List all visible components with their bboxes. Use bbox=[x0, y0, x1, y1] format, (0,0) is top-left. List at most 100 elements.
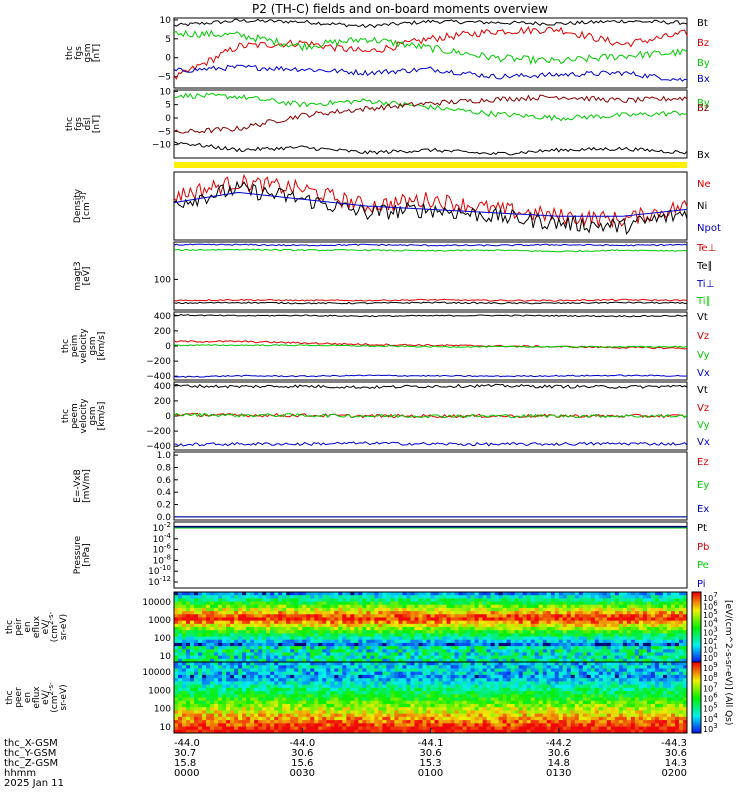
spectrogram-cell bbox=[570, 607, 576, 612]
spectrogram-cell bbox=[298, 620, 303, 625]
spectrogram-cell bbox=[554, 633, 560, 637]
spectrogram-cell bbox=[354, 627, 359, 631]
spectrogram-cell bbox=[210, 668, 215, 673]
spectrogram-cell bbox=[254, 633, 259, 637]
spectrogram-cell bbox=[190, 646, 195, 650]
spectrogram-cell bbox=[514, 598, 520, 602]
spectrogram-cell bbox=[198, 592, 203, 596]
spectrogram-cell bbox=[370, 604, 375, 609]
spectrogram-cell bbox=[622, 649, 628, 653]
spectrogram-cell bbox=[554, 649, 560, 653]
spectrogram-cell bbox=[582, 639, 588, 644]
spectrogram-cell bbox=[578, 601, 584, 606]
spectrogram-cell bbox=[682, 614, 688, 618]
spectrogram-cell bbox=[530, 652, 536, 657]
spectrogram-cell bbox=[398, 662, 403, 666]
spectrogram-cell bbox=[454, 607, 459, 612]
spectrogram-cell bbox=[246, 642, 251, 647]
spectrogram-cell bbox=[346, 703, 351, 708]
spectrogram-cell bbox=[534, 620, 540, 625]
spectrogram-cell bbox=[646, 658, 652, 663]
spectrogram-cell bbox=[390, 607, 395, 612]
spectrogram-cell bbox=[206, 595, 211, 599]
spectrogram-cell bbox=[346, 671, 351, 676]
spectrogram-cell bbox=[474, 697, 479, 702]
spectrogram-cell bbox=[310, 611, 315, 615]
spectrogram-cell bbox=[338, 668, 343, 673]
spectrogram-cell bbox=[562, 639, 568, 644]
spectrogram-cell bbox=[490, 713, 496, 718]
spectrogram-cell bbox=[222, 658, 227, 663]
spectrogram-cell bbox=[414, 623, 419, 628]
spectrogram-cell bbox=[250, 630, 255, 634]
spectrogram-cell bbox=[446, 668, 451, 673]
spectrogram-cell bbox=[470, 611, 475, 615]
spectrogram-cell bbox=[382, 592, 387, 596]
spectrogram-cell bbox=[230, 723, 235, 727]
spectrogram-cell bbox=[242, 595, 247, 599]
spectrogram-cell bbox=[542, 617, 548, 622]
spectrogram-cell bbox=[378, 697, 383, 702]
spectrogram-cell bbox=[478, 668, 484, 673]
spectrogram-cell bbox=[258, 592, 263, 596]
spectrogram-cell bbox=[538, 604, 544, 609]
spectrogram-cell bbox=[334, 611, 339, 615]
spectrogram-cell bbox=[254, 694, 259, 698]
spectrogram-cell bbox=[326, 710, 331, 715]
spectrogram-cell bbox=[310, 713, 315, 718]
spectrogram-cell bbox=[498, 720, 504, 724]
spectrogram-cell bbox=[438, 655, 443, 660]
spectrogram-cell bbox=[306, 604, 311, 609]
spectrogram-cell bbox=[374, 713, 379, 718]
spectrogram-cell bbox=[330, 703, 335, 708]
spectrogram-cell bbox=[522, 710, 528, 715]
spectrogram-cell bbox=[618, 607, 624, 612]
spectrogram-cell bbox=[230, 658, 235, 663]
spectrogram-cell bbox=[290, 684, 295, 689]
spectrogram-cell bbox=[478, 662, 484, 666]
spectrogram-cell bbox=[478, 646, 484, 650]
spectrogram-cell bbox=[474, 595, 479, 599]
spectrogram-cell bbox=[218, 642, 223, 647]
spectrogram-cell bbox=[334, 614, 339, 618]
spectrogram-cell bbox=[310, 652, 315, 657]
spectrogram-cell bbox=[638, 614, 644, 618]
spectrogram-cell bbox=[602, 611, 608, 615]
spectrogram-cell bbox=[554, 627, 560, 631]
spectrogram-cell bbox=[506, 658, 512, 663]
spectrogram-cell bbox=[402, 620, 407, 625]
spectrogram-cell bbox=[302, 623, 307, 628]
spectrogram-cell bbox=[462, 662, 467, 666]
spectrogram-cell bbox=[410, 636, 415, 641]
spectrogram-cell bbox=[350, 642, 355, 647]
spectrogram-cell bbox=[522, 623, 528, 628]
spectrogram-cell bbox=[430, 601, 435, 606]
spectrogram-cell bbox=[178, 617, 183, 622]
spectrogram-cell bbox=[394, 703, 399, 708]
spectrogram-cell bbox=[494, 662, 500, 666]
spectrogram-cell bbox=[186, 658, 191, 663]
spectrogram-cell bbox=[410, 630, 415, 634]
spectrogram-cell bbox=[486, 710, 492, 715]
spectrogram-cell bbox=[414, 614, 419, 618]
spectrogram-cell bbox=[534, 598, 540, 602]
spectrogram-cell bbox=[550, 642, 556, 647]
spectrogram-cell bbox=[482, 598, 488, 602]
spectrogram-cell bbox=[282, 630, 287, 634]
spectrogram-cell bbox=[290, 726, 295, 731]
spectrogram-cell bbox=[590, 636, 596, 641]
spectrogram-cell bbox=[654, 627, 660, 631]
spectrogram-cell bbox=[586, 639, 592, 644]
spectrogram-cell bbox=[390, 668, 395, 673]
spectrogram-cell bbox=[346, 716, 351, 721]
spectrogram-cell bbox=[614, 655, 620, 660]
ytick-label: 5 bbox=[165, 101, 171, 111]
spectrogram-cell bbox=[378, 636, 383, 641]
spectrogram-cell bbox=[398, 697, 403, 702]
spectrogram-cell bbox=[482, 710, 488, 715]
spectrogram-cell bbox=[242, 646, 247, 650]
spectrogram-cell bbox=[310, 607, 315, 612]
spectrogram-cell bbox=[670, 611, 676, 615]
spectrogram-cell bbox=[530, 595, 536, 599]
spectrogram-cell bbox=[278, 658, 283, 663]
